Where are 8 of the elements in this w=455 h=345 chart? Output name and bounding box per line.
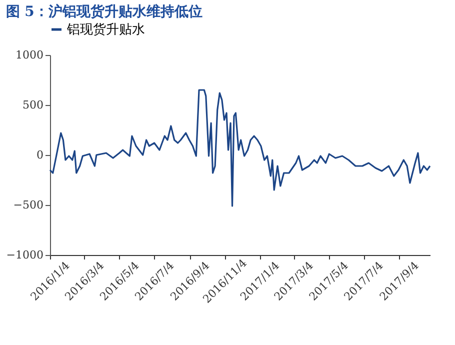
y-tick-label: −500 [13, 198, 44, 212]
y-tick-label: 500 [22, 98, 44, 112]
chart-title: 图 5：沪铝现货升贴水维持低位 [6, 3, 202, 20]
line-series [49, 89, 431, 207]
y-tick-label: 1000 [16, 48, 44, 62]
legend-label: 铝现货升贴水 [66, 22, 145, 38]
y-tick-label: −1000 [6, 248, 44, 262]
y-tick-label: 0 [36, 148, 44, 162]
